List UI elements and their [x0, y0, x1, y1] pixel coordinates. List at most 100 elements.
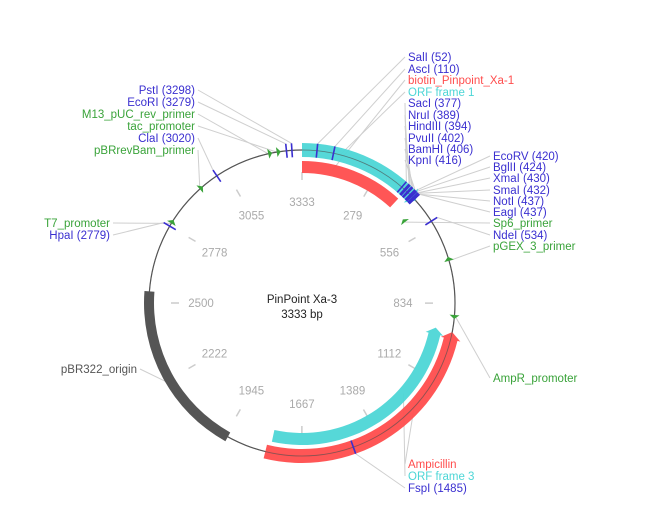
tick-mark: [235, 189, 242, 197]
tick-label: 279: [343, 211, 362, 223]
pbr322-origin-feature: [144, 291, 231, 442]
leader-line: [317, 56, 406, 145]
leader-line: [454, 314, 491, 379]
leader-line: [416, 166, 491, 192]
fspi-1485-label: FspI (1485): [408, 483, 467, 495]
leader-line: [419, 193, 491, 213]
leader-lines: [112, 56, 491, 489]
restriction-site-marker: [399, 183, 410, 196]
restriction-site-marker: [404, 189, 416, 201]
restriction-site-marker: [284, 143, 288, 158]
bglii-424-label: BglII (424): [493, 162, 546, 174]
leader-line: [339, 91, 406, 156]
tick-label: 834: [393, 298, 413, 310]
biotin-pinpoint-xa-1-label: biotin_Pinpoint_Xa-1: [408, 75, 514, 87]
leader-line: [417, 177, 491, 194]
leader-line: [448, 245, 491, 262]
orf-frame-1-feature: [302, 143, 418, 203]
leader-line: [197, 101, 286, 145]
sali-52-label: SalI (52): [408, 52, 452, 64]
tick-label: 1945: [239, 385, 265, 397]
leader-line: [404, 148, 414, 188]
sp6-primer-arrow-icon: [401, 218, 409, 226]
restriction-site-marker: [331, 146, 336, 161]
leader-line: [404, 159, 416, 190]
xmai-430-label: XmaI (430): [493, 173, 550, 185]
m13-puc-rev-primer-label: M13_pUC_rev_primer: [82, 109, 195, 121]
restriction-site-marker: [163, 221, 177, 231]
leader-line: [355, 453, 406, 489]
leader-line: [437, 216, 491, 236]
restriction-site-marker: [401, 186, 413, 198]
ampicillin-label: Ampicillin: [408, 459, 457, 471]
plasmid-name: PinPoint Xa-3: [267, 294, 337, 306]
ampr-promoter-arrow-icon: [449, 314, 460, 320]
tick-mark: [362, 409, 369, 417]
psti-3298-label: PstI (3298): [139, 85, 195, 97]
tick-mark: [235, 409, 241, 417]
restriction-site-marker: [402, 187, 414, 199]
tick-label: 1112: [377, 349, 401, 361]
ndei-534-label: NdeI (534): [493, 230, 548, 242]
tick-label: 3333: [289, 197, 315, 209]
leader-line: [197, 149, 201, 190]
restriction-site-marker: [315, 143, 319, 158]
tick-mark: [188, 236, 196, 243]
asci-110-label: AscI (110): [408, 64, 460, 76]
leader-line: [197, 137, 214, 171]
leader-line: [405, 221, 491, 224]
leader-line: [197, 89, 292, 144]
leader-line: [402, 393, 406, 477]
m13-puc-rev-primer-arrow-icon: [267, 148, 273, 159]
ecorv-420-label: EcoRV (420): [493, 151, 559, 163]
restriction-site-marker: [290, 143, 294, 158]
biotin-pinpoint-xa-1-feature: [302, 161, 399, 208]
tac-promoter-label: tac_promoter: [127, 121, 195, 133]
tac-promoter-arrow-icon: [275, 147, 281, 158]
eagi-437-label: EagI (437): [493, 207, 547, 219]
restriction-site-marker: [212, 169, 222, 183]
leader-line: [415, 155, 491, 192]
pbrrevbam-primer-label: pBRrevBam_primer: [94, 145, 195, 157]
pvuii-402-label: PvuII (402): [408, 133, 464, 145]
ampr-promoter-label: AmpR_promoter: [493, 373, 578, 385]
restriction-site-marker: [408, 193, 420, 205]
tick-mark: [188, 363, 196, 370]
nrui-389-label: NruI (389): [408, 110, 460, 122]
tick-label: 2222: [202, 349, 228, 361]
sp6-primer-label: Sp6_primer: [493, 218, 553, 230]
clai-3020-label: ClaI (3020): [138, 133, 195, 145]
restriction-site-marker: [350, 440, 357, 454]
leader-line: [334, 68, 406, 147]
t7-promoter-label: T7_promoter: [44, 218, 110, 230]
backbone-overlay: [148, 149, 456, 457]
bamhi-406-label: BamHI (406): [408, 144, 473, 156]
tick-label: 556: [380, 248, 399, 260]
smai-432-label: SmaI (432): [493, 185, 550, 197]
tick-mark: [408, 364, 416, 370]
tick-label: 2778: [202, 247, 228, 259]
plasmid-size: 3333 bp: [281, 309, 323, 321]
leader-line: [197, 113, 269, 155]
hindiii-394-label: HindIII (394): [408, 121, 471, 133]
pgex-3-primer-label: pGEX_3_primer: [493, 241, 576, 253]
ecori-3279-label: EcoRI (3279): [127, 97, 195, 109]
tick-label: 1667: [289, 399, 315, 411]
restriction-site-marker: [424, 216, 438, 226]
leader-line: [418, 189, 491, 194]
saci-377-label: SacI (377): [408, 98, 461, 110]
tick-label: 3055: [239, 211, 265, 223]
orf-frame-3-label: ORF frame 3: [408, 471, 474, 483]
restriction-site-marker: [400, 184, 411, 196]
tick-mark: [408, 236, 416, 243]
leader-line: [197, 125, 277, 153]
tick-mark: [363, 189, 369, 198]
orf-frame-1-label: ORF frame 1: [408, 87, 474, 99]
hpai-2779-label: HpaI (2779): [49, 230, 110, 242]
leader-line: [419, 193, 491, 202]
restriction-site-marker: [396, 181, 407, 193]
leader-line: [112, 222, 164, 236]
